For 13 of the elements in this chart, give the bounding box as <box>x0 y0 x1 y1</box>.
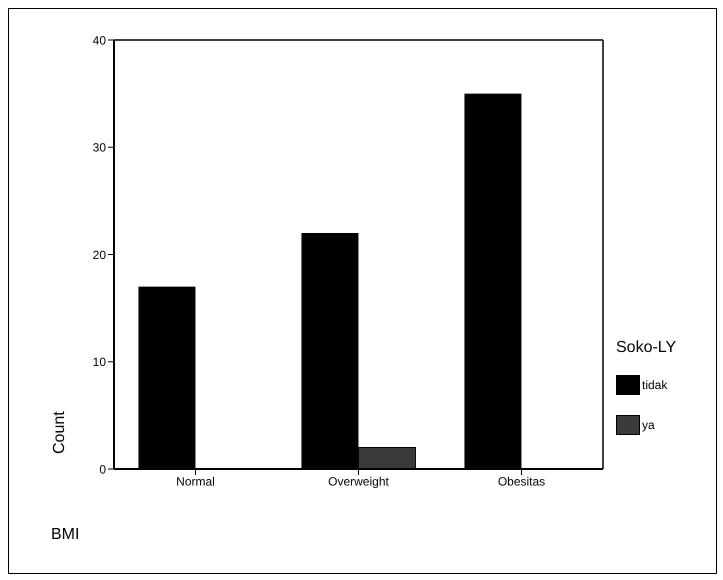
y-tick-label: 20 <box>92 248 106 262</box>
y-tick-label: 0 <box>99 462 106 476</box>
x-axis-title: BMI <box>51 526 80 544</box>
y-tick-label: 10 <box>92 355 106 370</box>
legend-label: ya <box>641 417 656 434</box>
y-axis-title: Count <box>51 410 68 454</box>
legend-label: tidak <box>641 377 668 394</box>
x-tick-label: Overweight <box>328 474 390 489</box>
x-tick-label: Normal <box>176 474 215 489</box>
legend-title: Soko-LY <box>616 339 678 357</box>
y-tick-label: 40 <box>92 33 106 48</box>
x-tick-label: Obesitas <box>498 474 546 489</box>
y-tick-label: 30 <box>92 140 106 155</box>
